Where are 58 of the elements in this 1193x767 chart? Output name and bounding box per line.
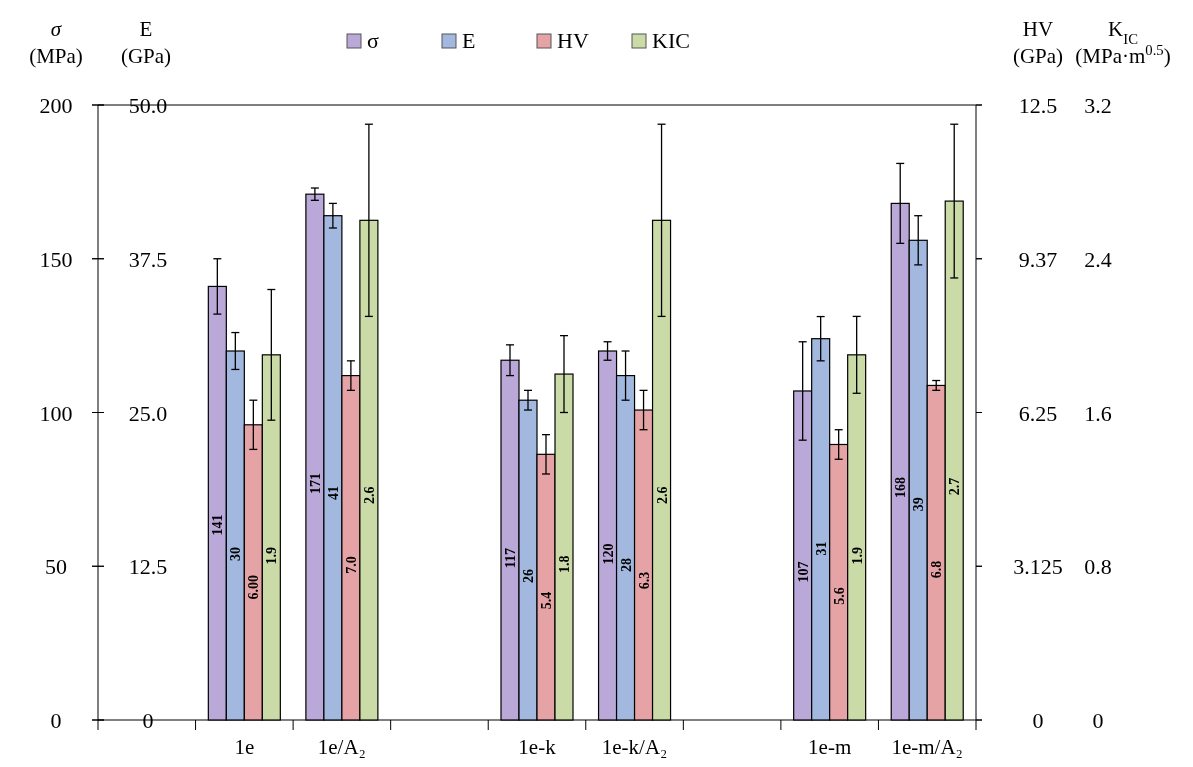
y2-tick-label: 37.5 xyxy=(128,246,168,272)
y-axis-title: σ (MPa) xyxy=(29,17,83,68)
y3-tick-label: 0 xyxy=(1032,708,1044,733)
legend-label: E xyxy=(462,28,476,53)
data-label: 30 xyxy=(228,546,244,561)
y-tick-label: 150 xyxy=(39,246,73,272)
y3-tick-label: 3.125 xyxy=(1013,554,1063,580)
data-label: 141 xyxy=(210,514,226,536)
data-label: 26 xyxy=(521,569,536,584)
y2-tick-label: 25.0 xyxy=(128,400,168,426)
y-tick-label: 2.4 xyxy=(1084,246,1112,272)
data-label: 5.6 xyxy=(831,587,847,605)
data-label: 5.4 xyxy=(539,591,554,610)
data-label: 7.0 xyxy=(343,556,359,574)
y2-tick-label: 0 xyxy=(142,708,154,733)
data-label: 171 xyxy=(307,472,323,494)
y-tick-label: 200 xyxy=(39,93,73,118)
data-label: 39 xyxy=(911,497,927,512)
data-label: 1.9 xyxy=(849,546,865,565)
x-tick-label: 1e/A₂ xyxy=(317,735,366,759)
y-tick-label: 0 xyxy=(50,708,62,733)
y2-tick-label: 12.5 xyxy=(128,554,168,580)
data-label: 6.8 xyxy=(929,560,945,579)
data-label: 1.9 xyxy=(264,546,280,565)
x-tick-label: 1e-k xyxy=(518,735,557,759)
legend-label: HV xyxy=(557,28,589,53)
y-tick-label: 3.2 xyxy=(1084,93,1112,118)
data-label: 168 xyxy=(893,477,909,499)
data-label: 28 xyxy=(618,558,634,573)
data-label: 2.7 xyxy=(947,477,963,496)
x-tick-label: 1e-k/A₂ xyxy=(601,735,668,759)
y-tick-label: 1.6 xyxy=(1084,400,1112,426)
data-label: 6.00 xyxy=(246,574,262,600)
legend-label: KIC xyxy=(652,28,690,53)
data-label: 117 xyxy=(503,547,518,569)
y3-axis-title: HV (GPa) xyxy=(1012,17,1064,68)
data-label: 31 xyxy=(813,541,829,556)
data-label: 2.6 xyxy=(654,486,670,504)
x-tick-label: 1e-m xyxy=(808,735,852,759)
y3-tick-label: 6.25 xyxy=(1018,400,1058,426)
data-label: 2.6 xyxy=(361,486,377,504)
legend-label: σ xyxy=(367,28,379,53)
y3-tick-label: 9.37 xyxy=(1018,246,1058,272)
y-axis-title: K$_{IC}$ (MPa·m$^{0.5}$) xyxy=(1075,17,1171,68)
x-tick-label: 1e-m/A₂ xyxy=(891,735,963,759)
y-tick-label: 50 xyxy=(45,554,67,580)
y2-tick-label: 50.0 xyxy=(128,93,168,118)
y-tick-label: 100 xyxy=(39,400,73,426)
data-label: 1.8 xyxy=(557,555,572,574)
y2-axis-title: E (GPa) xyxy=(120,17,172,68)
x-tick-label: 1e xyxy=(234,735,255,759)
data-label: 6.3 xyxy=(636,571,652,590)
data-label: 120 xyxy=(600,543,616,565)
y-tick-label: 0.8 xyxy=(1084,554,1112,580)
y-tick-label: 0 xyxy=(1092,708,1104,733)
data-label: 41 xyxy=(325,486,341,501)
y3-tick-label: 12.5 xyxy=(1018,93,1058,118)
data-label: 107 xyxy=(795,561,811,583)
